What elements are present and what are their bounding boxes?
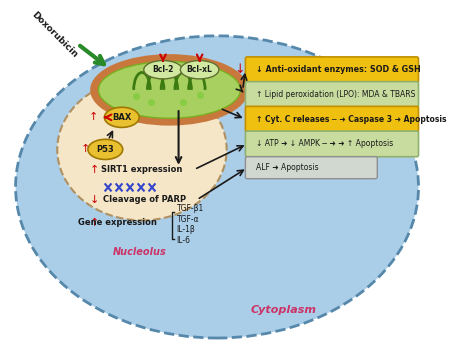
Ellipse shape [16, 36, 419, 338]
Ellipse shape [88, 139, 123, 159]
Text: ↓ Anti-oxidant enzymes: SOD & GSH: ↓ Anti-oxidant enzymes: SOD & GSH [256, 65, 421, 74]
Text: ALF ➜ Apoptosis: ALF ➜ Apoptosis [256, 163, 319, 172]
Text: Cleavage of PARP: Cleavage of PARP [103, 195, 186, 204]
Text: TGF-β1
TGF-α
IL-1β
IL-6: TGF-β1 TGF-α IL-1β IL-6 [177, 204, 204, 244]
Text: Nucleolus: Nucleolus [112, 247, 166, 257]
Text: Doxorubicin: Doxorubicin [30, 10, 80, 60]
Text: ↑: ↑ [89, 112, 98, 122]
Text: Cytoplasm: Cytoplasm [251, 305, 317, 314]
Text: ↓: ↓ [90, 195, 99, 205]
FancyBboxPatch shape [246, 81, 419, 107]
Ellipse shape [57, 78, 227, 220]
FancyBboxPatch shape [246, 57, 419, 83]
Text: SIRT1 expression: SIRT1 expression [101, 165, 182, 174]
Text: ↑: ↑ [90, 218, 99, 228]
Text: BAX: BAX [112, 113, 131, 122]
Text: ↑: ↑ [81, 144, 90, 154]
FancyBboxPatch shape [246, 131, 419, 157]
Ellipse shape [181, 61, 219, 79]
Text: ↓: ↓ [235, 63, 246, 76]
Text: P53: P53 [96, 145, 114, 154]
Text: Gene expression: Gene expression [78, 218, 156, 227]
Ellipse shape [104, 107, 139, 127]
Text: ↑ Lipid peroxidation (LPO): MDA & TBARS: ↑ Lipid peroxidation (LPO): MDA & TBARS [256, 90, 416, 99]
Ellipse shape [99, 61, 240, 118]
Ellipse shape [144, 61, 182, 79]
FancyBboxPatch shape [246, 106, 419, 132]
Text: ↓ ATP ➜ ↓ AMPK ─ ➜ ➜ ↑ Apoptosis: ↓ ATP ➜ ↓ AMPK ─ ➜ ➜ ↑ Apoptosis [256, 139, 394, 148]
Text: ↑: ↑ [90, 164, 99, 174]
Text: ↑ Cyt. C releases ─ ➜ Caspase 3 ➜ Apoptosis: ↑ Cyt. C releases ─ ➜ Caspase 3 ➜ Apopto… [256, 115, 447, 124]
Ellipse shape [91, 56, 247, 124]
Text: Bcl-xL: Bcl-xL [187, 65, 212, 74]
Text: Bcl-2: Bcl-2 [152, 65, 173, 74]
FancyBboxPatch shape [246, 157, 377, 179]
